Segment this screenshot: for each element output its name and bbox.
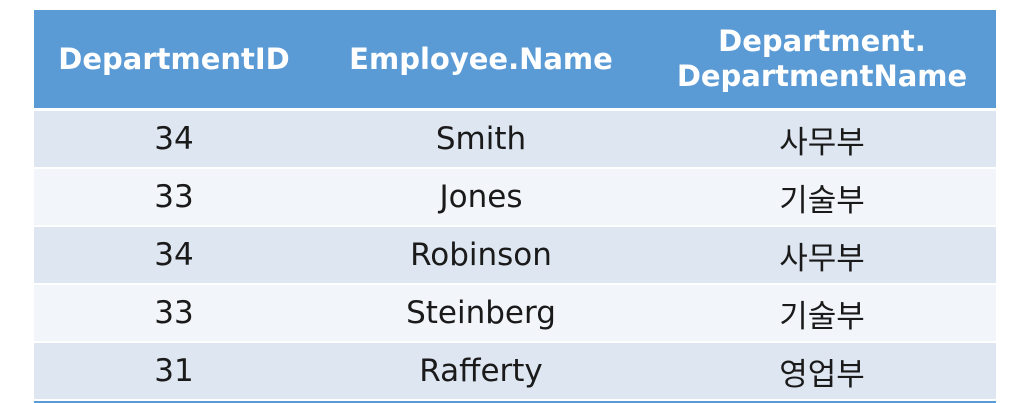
cell-department-name: 기술부 <box>648 168 996 227</box>
header-department-name: Department. DepartmentName <box>648 10 996 111</box>
cell-department-name: 기술부 <box>648 284 996 343</box>
cell-employee-name: Steinberg <box>314 284 648 343</box>
cell-department-id: 33 <box>34 168 314 227</box>
cell-employee-name: Robinson <box>314 226 648 285</box>
cell-department-id: 34 <box>34 109 314 169</box>
table-row: 34 Smith 사무부 <box>34 109 996 169</box>
cell-employee-name: Jones <box>314 168 648 227</box>
header-department-name-line2: DepartmentName <box>676 59 968 93</box>
cell-department-name: 영업부 <box>648 342 996 401</box>
table-row: 34 Robinson 사무부 <box>34 226 996 285</box>
cell-department-id: 34 <box>34 226 314 285</box>
cell-department-name: 사무부 <box>648 226 996 285</box>
table-header-row: DepartmentID Employee.Name Department. D… <box>34 10 996 111</box>
cell-employee-name: Smith <box>314 109 648 169</box>
header-department-id: DepartmentID <box>34 10 314 111</box>
table-row: 31 Rafferty 영업부 <box>34 342 996 401</box>
cell-department-id: 31 <box>34 342 314 401</box>
cell-department-name: 사무부 <box>648 109 996 169</box>
cell-department-id: 33 <box>34 284 314 343</box>
table-row: 33 Jones 기술부 <box>34 168 996 227</box>
header-department-name-line1: Department. <box>718 24 926 59</box>
cell-employee-name: Rafferty <box>314 342 648 401</box>
employee-department-table-container: DepartmentID Employee.Name Department. D… <box>34 10 996 403</box>
header-employee-name: Employee.Name <box>314 10 648 111</box>
employee-department-table: DepartmentID Employee.Name Department. D… <box>34 10 996 401</box>
table-row: 33 Steinberg 기술부 <box>34 284 996 343</box>
